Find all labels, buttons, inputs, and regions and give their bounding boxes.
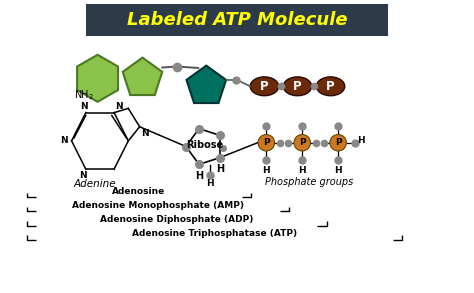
Text: H: H [206, 179, 214, 188]
Text: NH$_2$: NH$_2$ [74, 88, 94, 102]
Text: Phosphate groups: Phosphate groups [265, 177, 354, 187]
Text: N: N [81, 102, 88, 111]
Text: P: P [260, 80, 269, 93]
Ellipse shape [317, 77, 345, 96]
FancyBboxPatch shape [86, 4, 388, 36]
Text: H: H [357, 136, 365, 145]
Circle shape [294, 134, 310, 151]
Text: Adenine: Adenine [74, 179, 117, 189]
Text: H: H [263, 166, 270, 175]
Circle shape [258, 134, 274, 151]
Ellipse shape [250, 77, 279, 96]
Text: Adenosine Triphosphatase (ATP): Adenosine Triphosphatase (ATP) [132, 229, 297, 238]
Text: N: N [142, 129, 149, 138]
Text: H: H [195, 171, 203, 181]
Text: Adenosine Monophosphate (AMP): Adenosine Monophosphate (AMP) [72, 201, 244, 210]
Text: N: N [116, 102, 123, 111]
Text: P: P [293, 80, 302, 93]
Text: Ribose: Ribose [186, 140, 223, 150]
Polygon shape [77, 55, 118, 102]
Polygon shape [186, 66, 226, 103]
Polygon shape [123, 58, 162, 95]
Text: H: H [299, 166, 306, 175]
Ellipse shape [283, 77, 312, 96]
Text: Adenosine: Adenosine [112, 187, 165, 196]
Text: H: H [216, 164, 224, 174]
Text: P: P [326, 80, 335, 93]
Text: N: N [80, 171, 87, 180]
Circle shape [330, 134, 346, 151]
Text: P: P [299, 138, 306, 147]
Text: P: P [335, 138, 341, 147]
Text: Adenosine Diphosphate (ADP): Adenosine Diphosphate (ADP) [100, 215, 254, 224]
Text: Labeled ATP Molecule: Labeled ATP Molecule [127, 11, 347, 29]
Text: P: P [263, 138, 270, 147]
Text: N: N [60, 136, 68, 145]
Text: H: H [334, 166, 342, 175]
